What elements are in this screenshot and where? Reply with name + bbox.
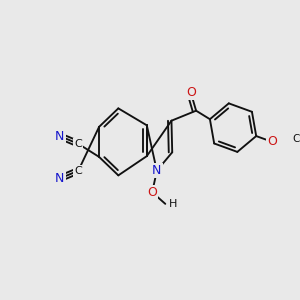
Text: C: C [74,166,82,176]
Text: O: O [267,135,277,148]
Text: O: O [147,186,157,199]
Text: H: H [168,199,177,209]
Text: N: N [55,130,64,142]
Text: N: N [152,164,161,177]
Text: C: C [74,139,82,149]
Text: N: N [55,172,64,185]
Text: O: O [186,86,196,99]
Text: CH₃: CH₃ [292,134,300,144]
